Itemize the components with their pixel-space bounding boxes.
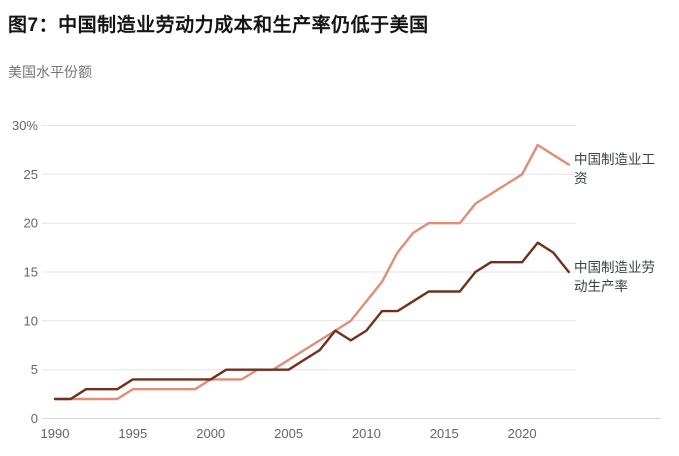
y-tick-label: 20	[24, 216, 38, 231]
y-tick-label: 0	[31, 411, 38, 426]
y-tick-label: 30%	[12, 118, 38, 133]
y-tick-label: 10	[24, 313, 38, 328]
legend-label-productivity: 中国制造业劳动生产率	[574, 260, 655, 295]
y-tick-label: 5	[31, 362, 38, 377]
y-tick-label: 25	[24, 167, 38, 182]
y-tick-label: 15	[24, 265, 38, 280]
x-tick-label: 2020	[508, 426, 537, 441]
y-axis-unit-label: 美国水平份额	[8, 64, 92, 80]
x-tick-label: 2010	[352, 426, 381, 441]
x-tick-label: 1995	[118, 426, 147, 441]
page-title: 图7：中国制造业劳动力成本和生产率仍低于美国	[8, 15, 429, 36]
series-line-productivity	[53, 241, 570, 401]
x-tick-label: 2005	[274, 426, 303, 441]
x-tick-label: 1990	[41, 426, 70, 441]
series-line-wages	[53, 143, 570, 401]
x-tick-label: 2015	[430, 426, 459, 441]
legend-label-wages: 中国制造业工资	[574, 152, 655, 187]
x-tick-label: 2000	[196, 426, 225, 441]
